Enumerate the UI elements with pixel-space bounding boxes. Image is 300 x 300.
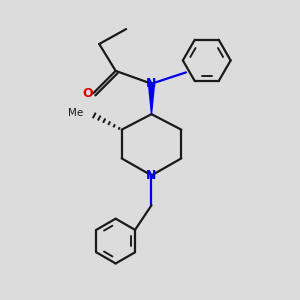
Text: O: O: [82, 87, 93, 100]
Text: N: N: [146, 77, 157, 90]
Text: N: N: [146, 169, 157, 182]
Text: Me: Me: [68, 108, 83, 118]
Polygon shape: [148, 84, 154, 114]
